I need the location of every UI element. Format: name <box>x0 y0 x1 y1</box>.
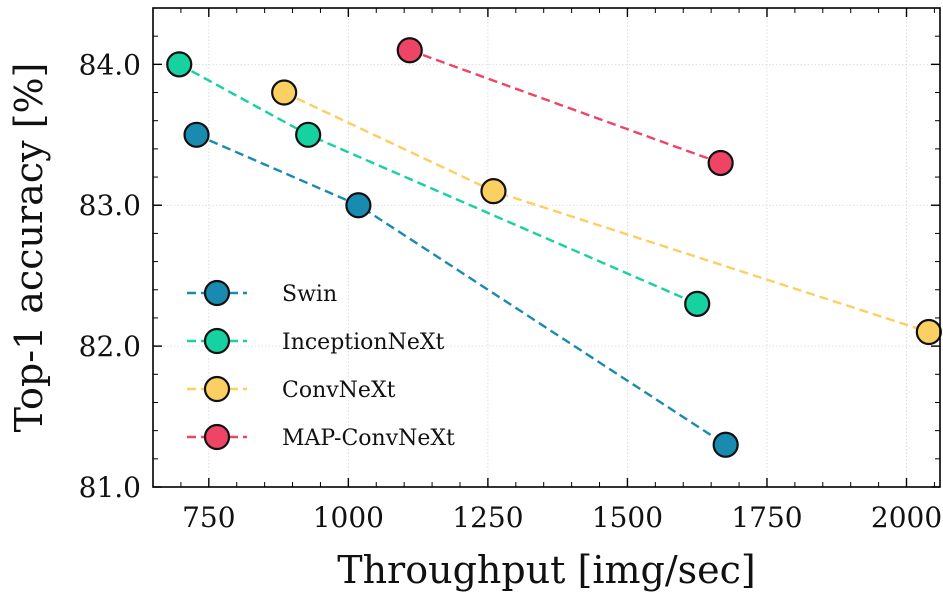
data-point <box>684 290 711 317</box>
y-tick-label: 84.0 <box>79 48 141 81</box>
data-point <box>707 149 734 177</box>
x-tick-label: 1000 <box>313 501 384 534</box>
series-line <box>283 91 930 334</box>
plot-frame <box>152 7 941 488</box>
data-point <box>295 121 322 148</box>
data-point <box>183 121 210 148</box>
legend-label: ConvNeXt <box>282 378 396 403</box>
series-line <box>409 49 722 165</box>
series-line <box>196 133 727 446</box>
y-tick-label: 82.0 <box>79 330 141 363</box>
series-layer <box>166 37 942 458</box>
x-tick-label: 1250 <box>452 501 523 534</box>
series-swin <box>183 121 739 458</box>
legend: Swin InceptionNeXt ConvNeXt MAP-ConvNeXt <box>187 279 455 451</box>
legend-item: ConvNeXt <box>187 375 396 403</box>
x-tick-label: 1500 <box>592 501 663 534</box>
data-point <box>712 431 739 458</box>
legend-label: Swin <box>282 282 337 307</box>
x-tick-label: 1750 <box>731 501 802 534</box>
data-point <box>345 192 372 219</box>
legend-item: Swin <box>187 279 337 307</box>
x-axis-label: Throughput [img/sec] <box>337 548 756 592</box>
grid <box>153 8 940 488</box>
legend-marker <box>203 423 231 451</box>
legend-item: InceptionNeXt <box>187 327 445 355</box>
legend-marker <box>203 279 231 307</box>
x-tick-label: 750 <box>182 501 235 534</box>
data-point <box>166 51 193 78</box>
series-map-convnext <box>396 37 734 177</box>
data-point <box>396 37 423 64</box>
data-point <box>915 318 942 346</box>
legend-label: MAP-ConvNeXt <box>282 426 455 451</box>
series-convnext <box>271 79 942 346</box>
series-line <box>178 63 698 305</box>
legend-marker <box>203 375 231 403</box>
legend-marker <box>203 327 231 355</box>
data-point <box>271 79 298 106</box>
series-inceptionnext <box>166 51 711 317</box>
legend-label: InceptionNeXt <box>282 330 445 355</box>
y-axis-label: Top-1 accuracy [%] <box>7 63 51 433</box>
y-tick-label: 83.0 <box>79 189 141 222</box>
legend-item: MAP-ConvNeXt <box>187 423 455 451</box>
ticks: 750 1000 1250 1500 1750 2000 81.0 82.0 83.0 84.0 <box>79 8 942 534</box>
data-point <box>480 178 507 205</box>
x-tick-label: 2000 <box>871 501 942 534</box>
y-tick-label: 81.0 <box>79 471 141 504</box>
